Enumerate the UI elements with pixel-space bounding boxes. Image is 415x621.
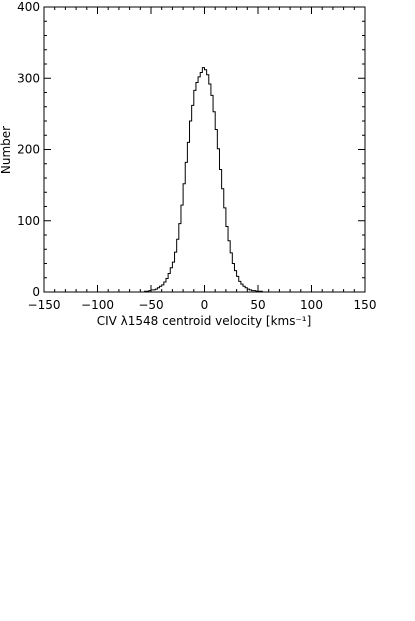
y-axis-label: Number — [0, 126, 13, 174]
y-tick-label: 200 — [17, 143, 40, 157]
y-tick-label: 0 — [32, 285, 40, 299]
histogram-step-line — [44, 67, 365, 293]
x-tick-label: 100 — [300, 298, 323, 312]
y-tick-label: 400 — [17, 0, 40, 14]
x-tick-label: 50 — [250, 298, 265, 312]
x-tick-label: −100 — [81, 298, 114, 312]
x-axis-label: CIV λ1548 centroid velocity [kms⁻¹] — [97, 314, 312, 328]
y-tick-label: 100 — [17, 214, 40, 228]
y-tick-label: 300 — [17, 71, 40, 85]
x-tick-label: −50 — [138, 298, 163, 312]
x-tick-label: −150 — [28, 298, 61, 312]
y-axis-ticks: 0 100 200 300 400 — [17, 0, 365, 299]
x-axis-ticks: −150 −100 −50 0 50 100 150 — [28, 7, 377, 312]
x-tick-label: 150 — [354, 298, 377, 312]
x-tick-label: 0 — [201, 298, 209, 312]
plot-frame — [43, 6, 366, 293]
